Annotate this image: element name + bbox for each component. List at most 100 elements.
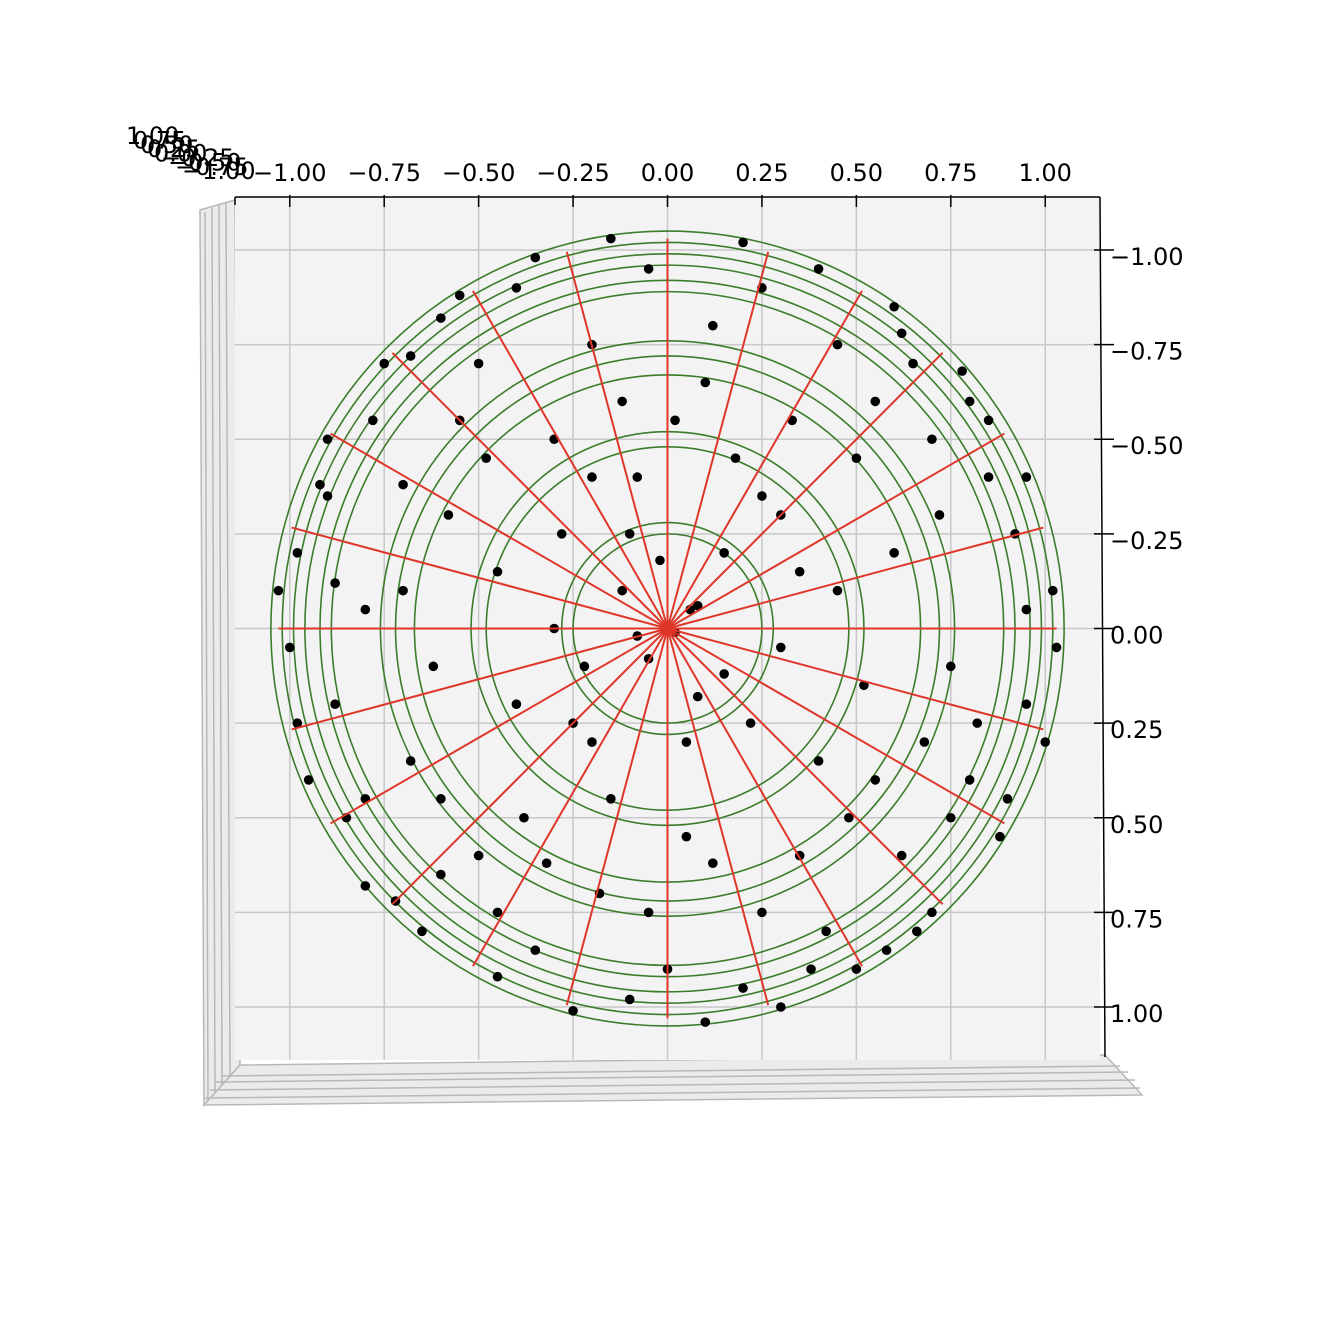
point	[530, 945, 541, 956]
point	[530, 252, 541, 263]
point	[738, 983, 748, 993]
point	[428, 661, 439, 672]
point	[292, 718, 303, 728]
pane-edge	[209, 1079, 1136, 1091]
z-tick-label: 0.75	[133, 126, 186, 154]
axes: −1.00 −0.75 −0.50 −0.25 0.00 0.25 0.50 0.75 1.00…	[126, 122, 1184, 1058]
point	[322, 434, 333, 445]
point	[670, 415, 680, 426]
point	[912, 926, 922, 937]
pane-edge	[211, 207, 216, 1093]
point	[692, 691, 703, 702]
point	[896, 328, 907, 339]
y-tick-label: 1.00	[1110, 1000, 1163, 1028]
point	[881, 945, 892, 956]
point	[821, 926, 831, 937]
point	[511, 699, 522, 710]
spoke	[667, 627, 1044, 731]
x-tick-label: 0.25	[735, 159, 788, 187]
pane-edge	[204, 1087, 1141, 1099]
point	[1021, 472, 1032, 482]
pane-edge	[221, 1065, 1121, 1077]
y-tick-label: −0.75	[1110, 338, 1184, 366]
y-tick-label: 0.00	[1110, 622, 1163, 650]
x-tick-label: 0.00	[641, 159, 694, 187]
point	[292, 547, 303, 558]
point	[322, 491, 333, 501]
point	[745, 718, 756, 728]
point	[492, 971, 503, 982]
z-tick-label: −0.25	[161, 144, 235, 172]
point	[417, 926, 427, 937]
point	[851, 964, 862, 974]
z-tick-label: 0.00	[154, 140, 207, 168]
y-axis-line	[1099, 196, 1106, 1058]
point	[896, 850, 907, 861]
point	[964, 396, 975, 407]
side-pane	[199, 199, 1144, 1107]
point	[889, 547, 899, 558]
spoke	[666, 628, 863, 967]
point	[983, 472, 994, 482]
points	[273, 233, 1062, 1027]
z-tick-label: 1.00	[126, 122, 179, 150]
spoke	[330, 432, 669, 630]
point	[617, 585, 627, 596]
point	[624, 529, 635, 539]
spoke	[391, 627, 669, 905]
pane-edge	[225, 202, 231, 1077]
point	[436, 313, 446, 323]
point	[870, 396, 881, 407]
spoke	[666, 352, 944, 630]
x-tick-label: 1.00	[1019, 159, 1072, 187]
point	[964, 775, 975, 785]
spoke	[666, 627, 944, 905]
point	[794, 566, 805, 577]
x-tick-label: 0.75	[924, 159, 977, 187]
point	[927, 434, 937, 445]
point	[844, 812, 854, 823]
point	[643, 264, 654, 274]
point	[700, 377, 711, 388]
point	[1021, 604, 1032, 615]
point	[934, 510, 945, 520]
point	[643, 907, 654, 918]
point	[719, 669, 729, 679]
point	[492, 907, 503, 918]
spoke	[291, 526, 668, 630]
point	[568, 1005, 578, 1016]
point	[443, 510, 454, 520]
y-tick-label: −1.00	[1110, 243, 1184, 271]
z-tick-label: 0.50	[140, 131, 193, 159]
spoke	[391, 352, 669, 630]
spoke	[666, 628, 770, 1006]
point	[919, 737, 930, 747]
ring	[270, 230, 1065, 1027]
point	[945, 812, 956, 823]
point	[360, 604, 371, 615]
point	[632, 472, 643, 482]
point	[719, 547, 729, 558]
point	[284, 642, 295, 653]
point	[700, 1017, 711, 1027]
point	[757, 491, 767, 501]
point	[606, 233, 616, 244]
point	[556, 529, 567, 539]
spoke	[472, 290, 669, 629]
point	[330, 699, 340, 710]
point	[832, 585, 843, 596]
point	[1040, 737, 1051, 747]
y-tick-label: −0.50	[1110, 432, 1184, 460]
point	[303, 775, 314, 785]
z-tick-label: −0.50	[168, 148, 242, 176]
point	[579, 661, 590, 672]
point	[655, 555, 665, 566]
point	[541, 858, 552, 868]
x-tick-label: 0.50	[830, 159, 883, 187]
point	[1002, 794, 1013, 804]
point	[368, 415, 378, 426]
spoke	[565, 628, 669, 1006]
point	[436, 869, 446, 880]
point	[730, 453, 741, 463]
